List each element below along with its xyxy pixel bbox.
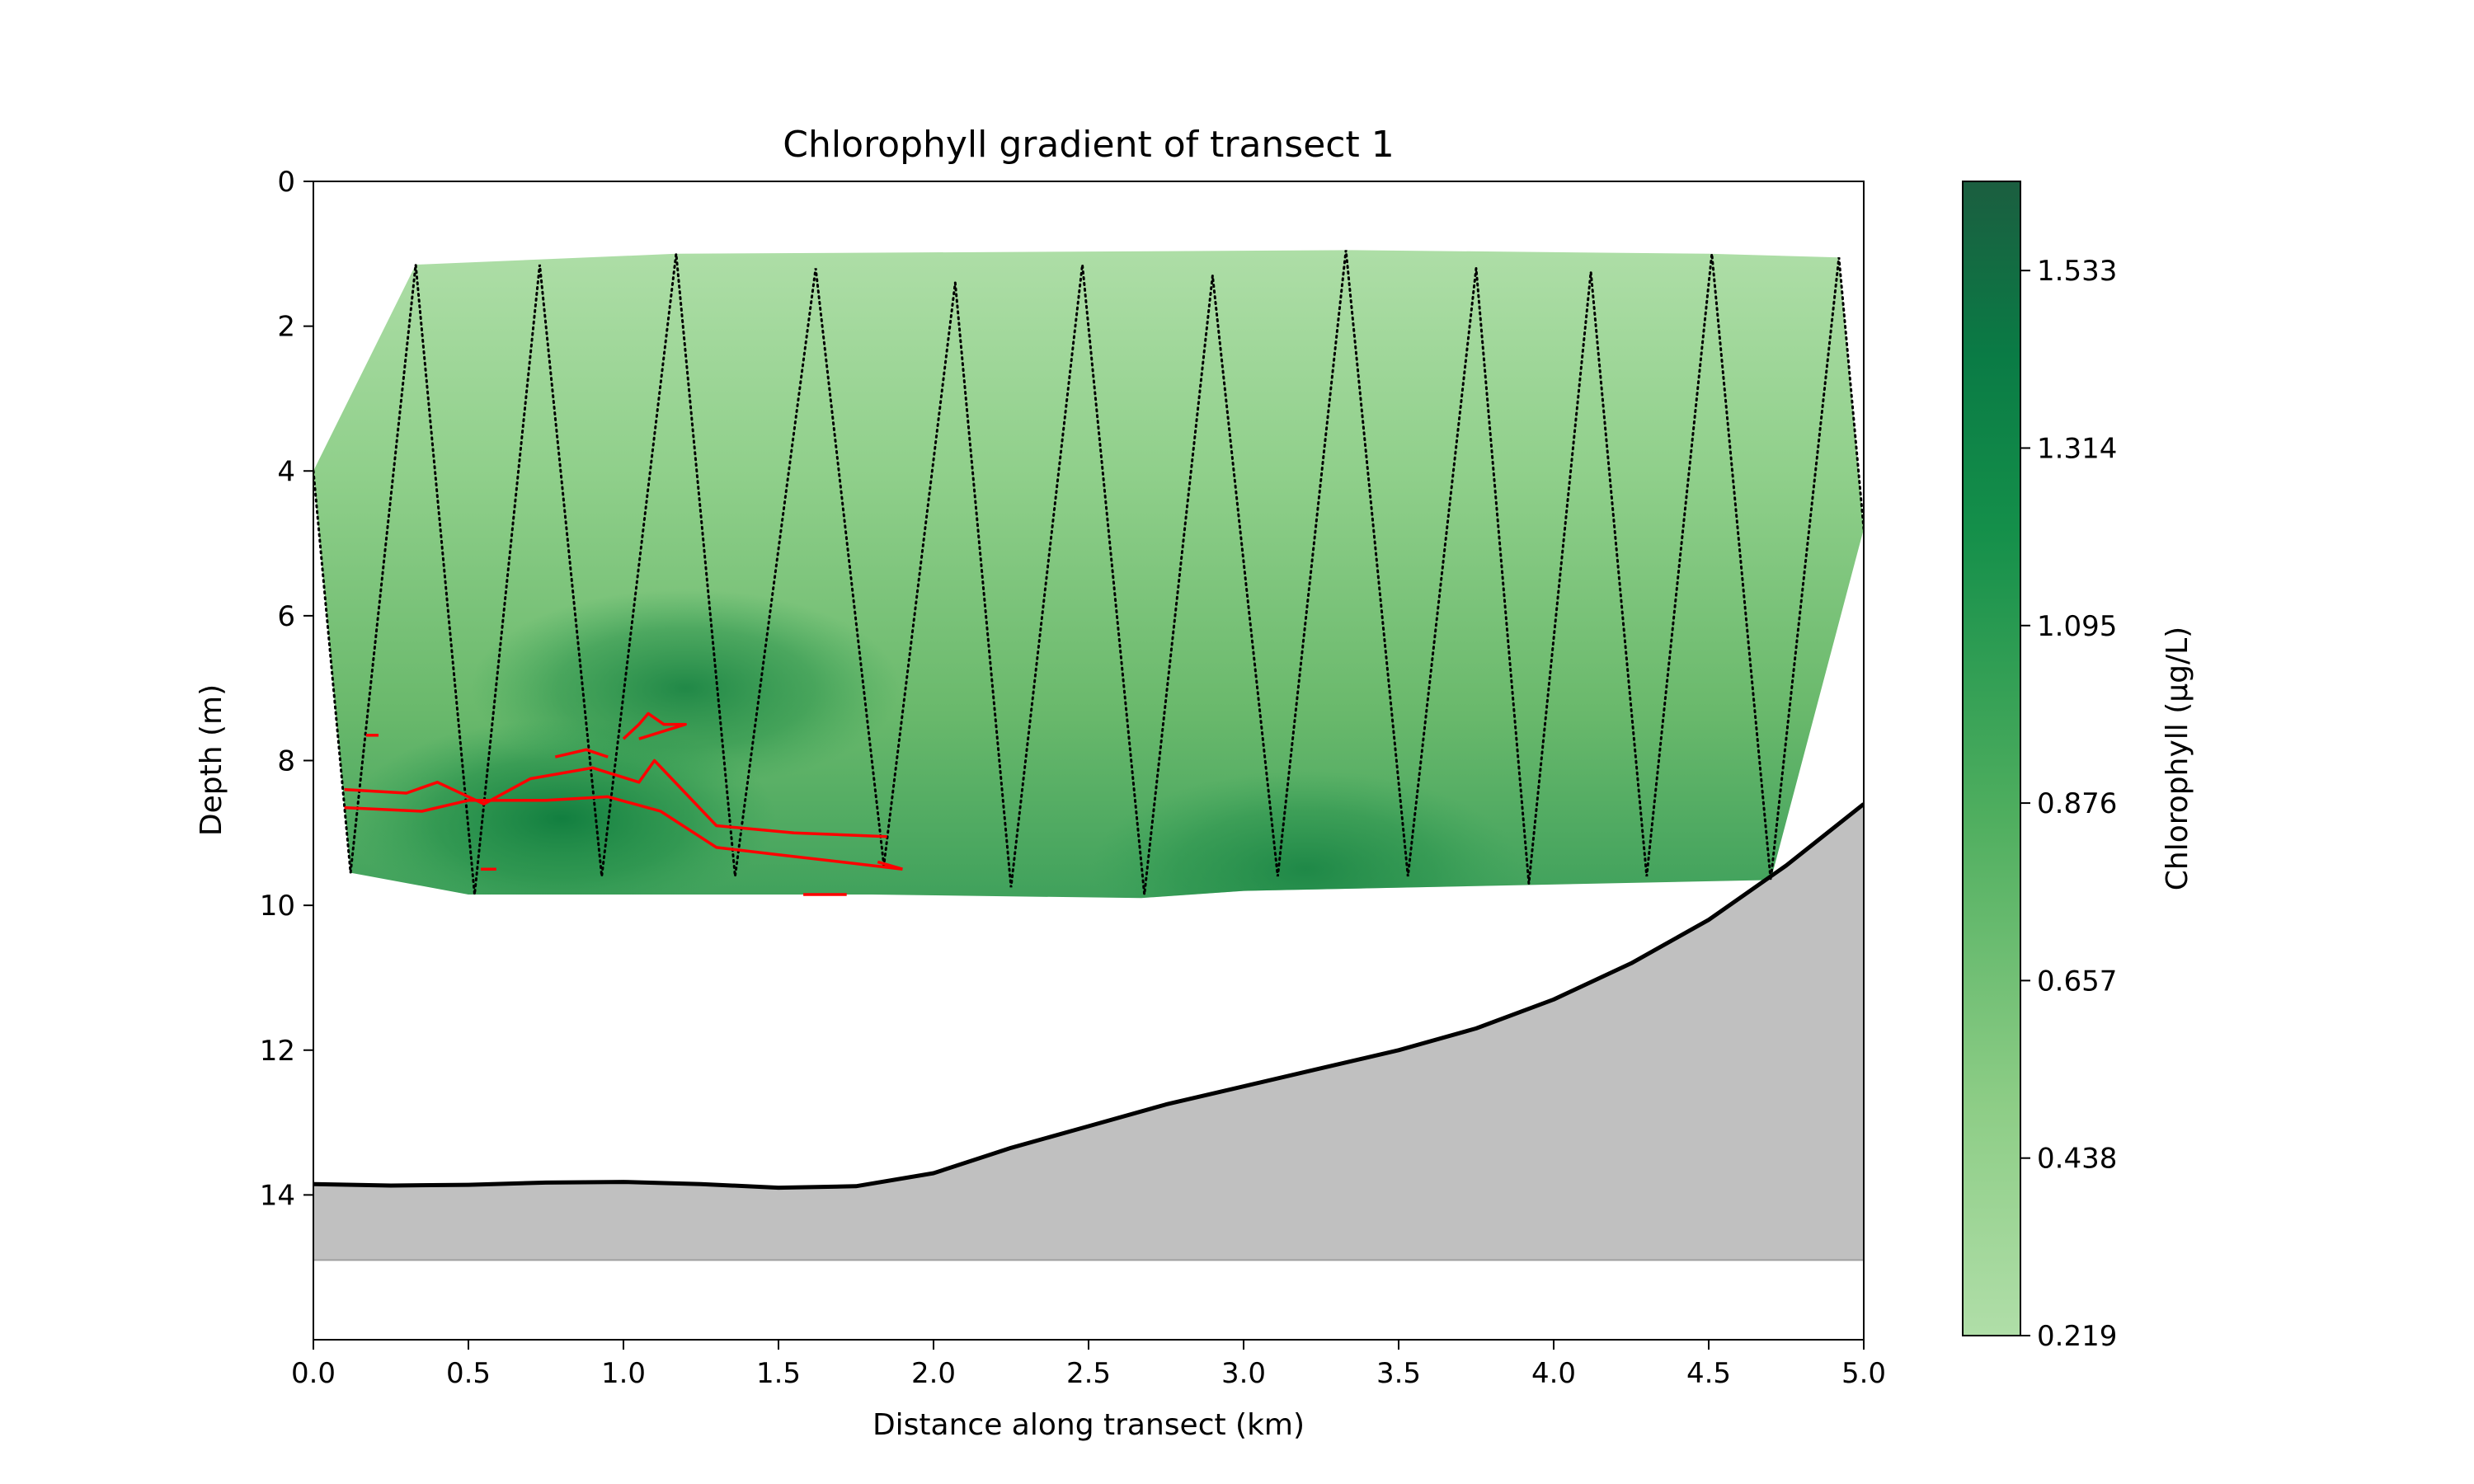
cast-path-layer <box>313 250 1864 895</box>
seabed <box>313 802 1864 1261</box>
colorbar-tick-label: 0.438 <box>2037 1143 2117 1176</box>
colorbar-scale <box>1962 181 2021 1336</box>
x-tick-label: 5.0 <box>1841 1357 1886 1390</box>
colorbar-tick-label: 1.533 <box>2037 255 2117 288</box>
chlorophyll-hotspot <box>471 589 901 787</box>
x-tick-label: 2.5 <box>1066 1357 1111 1390</box>
x-tick-label: 4.5 <box>1686 1357 1731 1390</box>
chlorophyll-field <box>313 250 1864 899</box>
x-axis-ticks: 0.0 0.5 1.0 1.5 2.0 2.5 3.0 3.5 4.0 4.5 5.0 <box>291 1340 1886 1390</box>
threshold-contour-layer <box>344 711 903 896</box>
x-axis-label: Distance along transect (km) <box>872 1408 1305 1442</box>
y-tick-label: 14 <box>260 1179 295 1212</box>
threshold-contour-segment <box>877 860 903 871</box>
threshold-contour-segment <box>344 758 887 838</box>
x-tick-label: 2.0 <box>911 1357 956 1390</box>
colorbar: 0.219 0.438 0.657 0.876 1.095 1.314 1.533 Chlo… <box>1962 181 2194 1353</box>
threshold-contour-segment <box>344 795 903 871</box>
y-axis-label: Depth (m) <box>195 684 228 836</box>
seabed-line <box>313 802 1864 1190</box>
y-tick-label: 8 <box>277 745 295 778</box>
x-tick-label: 0.0 <box>291 1357 336 1390</box>
y-tick-label: 0 <box>277 166 295 199</box>
colorbar-tick-label: 0.219 <box>2037 1320 2117 1353</box>
colorbar-tick-label: 0.657 <box>2037 965 2117 998</box>
x-tick-label: 4.0 <box>1531 1357 1576 1390</box>
colorbar-label: Chlorophyll (µg/L) <box>2161 627 2194 890</box>
y-axis-ticks: 0 2 4 6 8 10 12 14 <box>260 166 313 1212</box>
chart-title: Chlorophyll gradient of transect 1 <box>783 124 1394 166</box>
y-tick-label: 6 <box>277 600 295 633</box>
y-tick-label: 2 <box>277 311 295 344</box>
y-tick-label: 12 <box>260 1035 295 1068</box>
colorbar-tick-label: 1.095 <box>2037 610 2117 643</box>
colorbar-tick-label: 1.314 <box>2037 432 2117 465</box>
colorbar-ticks: 0.219 0.438 0.657 0.876 1.095 1.314 1.533 <box>2020 255 2117 1353</box>
y-tick-label: 10 <box>260 890 295 923</box>
y-tick-label: 4 <box>277 455 295 488</box>
threshold-contour-segment <box>622 711 687 740</box>
threshold-contour-segment <box>554 748 609 758</box>
x-tick-label: 3.5 <box>1376 1357 1421 1390</box>
x-tick-label: 1.0 <box>601 1357 646 1390</box>
x-tick-label: 1.5 <box>756 1357 801 1390</box>
x-tick-label: 0.5 <box>446 1357 491 1390</box>
chlorophyll-hotspot <box>1091 770 1521 899</box>
plot-area <box>313 250 1864 1261</box>
colorbar-tick-label: 0.876 <box>2037 787 2117 820</box>
cast-path <box>313 250 1864 895</box>
x-tick-label: 3.0 <box>1221 1357 1266 1390</box>
